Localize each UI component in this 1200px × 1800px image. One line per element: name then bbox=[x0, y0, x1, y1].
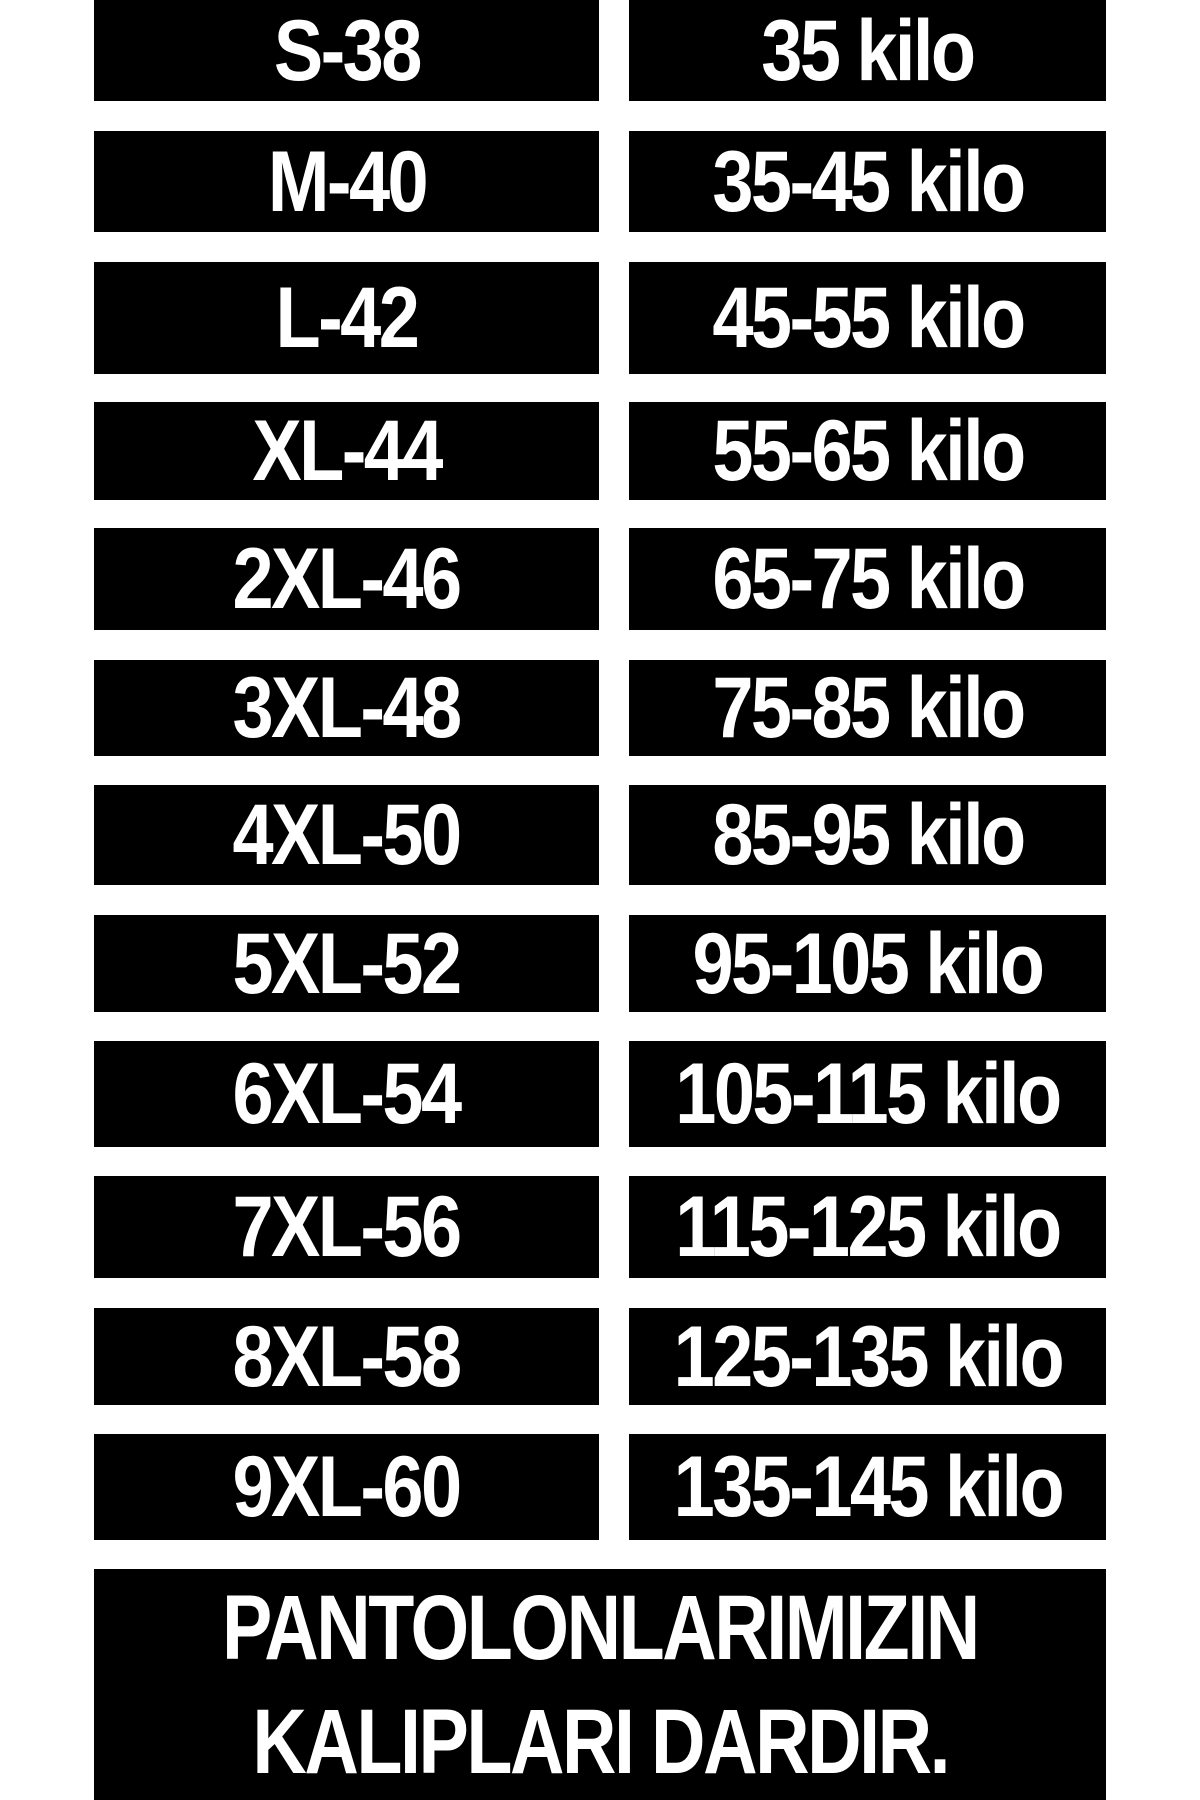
weight-range-label: 125-135 kilo bbox=[673, 1308, 1064, 1405]
size-label: M-40 bbox=[267, 133, 428, 230]
fit-note-line-1: PANTOLONLARIMIZIN bbox=[222, 1576, 980, 1679]
weight-range-label: 135-145 kilo bbox=[673, 1439, 1064, 1535]
size-label: L-42 bbox=[275, 270, 420, 366]
weight-cell: 115-125 kilo bbox=[629, 1176, 1106, 1278]
weight-range-label: 35 kilo bbox=[761, 2, 976, 99]
size-cell: 7XL-56 bbox=[94, 1176, 599, 1278]
size-cell: XL-44 bbox=[94, 402, 599, 500]
size-cell: 4XL-50 bbox=[94, 785, 599, 885]
weight-cell: 35 kilo bbox=[629, 0, 1106, 101]
weight-cell: 55-65 kilo bbox=[629, 402, 1106, 500]
weight-cell: 35-45 kilo bbox=[629, 131, 1106, 232]
weight-range-label: 75-85 kilo bbox=[711, 660, 1026, 756]
weight-range-label: 35-45 kilo bbox=[711, 133, 1026, 230]
weight-cell: 135-145 kilo bbox=[629, 1434, 1106, 1540]
size-cell: 5XL-52 bbox=[94, 915, 599, 1012]
size-cell: 3XL-48 bbox=[94, 660, 599, 756]
fit-note: PANTOLONLARIMIZIN KALIPLARI DARDIR. bbox=[94, 1569, 1106, 1800]
size-cell: 8XL-58 bbox=[94, 1308, 599, 1405]
size-cell: 9XL-60 bbox=[94, 1434, 599, 1540]
weight-cell: 75-85 kilo bbox=[629, 660, 1106, 756]
weight-range-label: 65-75 kilo bbox=[711, 531, 1026, 627]
size-cell: S-38 bbox=[94, 0, 599, 101]
size-label: 8XL-58 bbox=[232, 1308, 463, 1405]
size-cell: M-40 bbox=[94, 131, 599, 232]
size-cell: 6XL-54 bbox=[94, 1041, 599, 1147]
fit-note-line-2: KALIPLARI DARDIR. bbox=[252, 1690, 950, 1793]
weight-range-label: 45-55 kilo bbox=[711, 270, 1026, 366]
weight-range-label: 115-125 kilo bbox=[675, 1179, 1062, 1275]
size-label: 7XL-56 bbox=[232, 1179, 463, 1275]
weight-range-label: 95-105 kilo bbox=[692, 915, 1045, 1012]
size-label: 3XL-48 bbox=[232, 660, 463, 756]
weight-range-label: 55-65 kilo bbox=[711, 403, 1026, 499]
weight-cell: 45-55 kilo bbox=[629, 262, 1106, 374]
weight-range-label: 105-115 kilo bbox=[675, 1046, 1062, 1142]
weight-cell: 85-95 kilo bbox=[629, 785, 1106, 885]
size-label: 6XL-54 bbox=[232, 1046, 463, 1142]
size-label: XL-44 bbox=[252, 403, 443, 499]
size-cell: L-42 bbox=[94, 262, 599, 374]
weight-cell: 95-105 kilo bbox=[629, 915, 1106, 1012]
weight-cell: 105-115 kilo bbox=[629, 1041, 1106, 1147]
weight-range-label: 85-95 kilo bbox=[711, 787, 1026, 883]
weight-cell: 125-135 kilo bbox=[629, 1308, 1106, 1405]
weight-cell: 65-75 kilo bbox=[629, 528, 1106, 630]
size-label: 5XL-52 bbox=[232, 915, 463, 1012]
size-label: S-38 bbox=[273, 2, 422, 99]
size-label: 2XL-46 bbox=[232, 531, 463, 627]
size-label: 9XL-60 bbox=[232, 1439, 463, 1535]
size-cell: 2XL-46 bbox=[94, 528, 599, 630]
size-label: 4XL-50 bbox=[232, 787, 463, 883]
